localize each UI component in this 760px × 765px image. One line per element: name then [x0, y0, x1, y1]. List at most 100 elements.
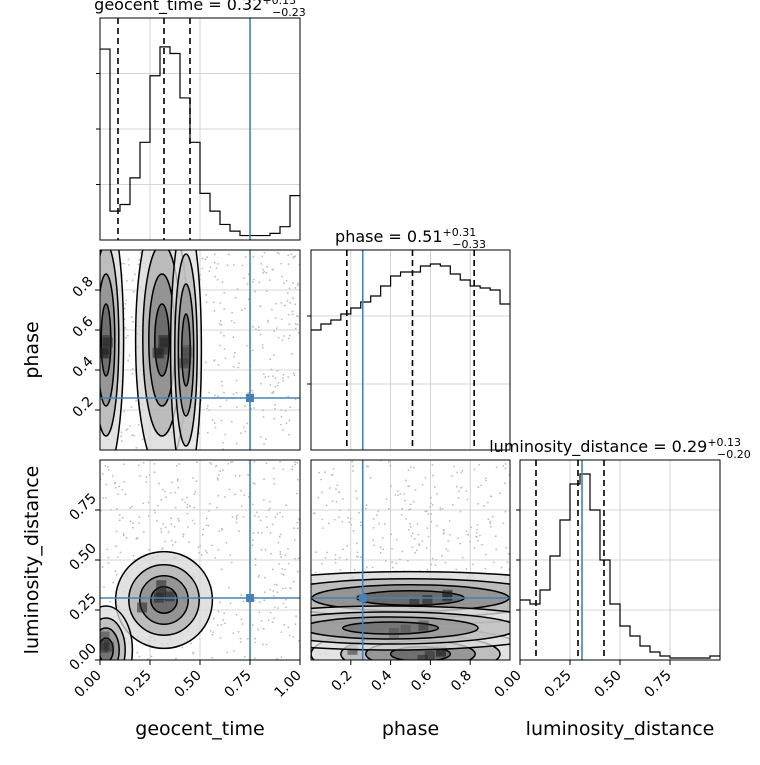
- sample-point: [182, 533, 185, 536]
- sample-point: [395, 538, 398, 541]
- sample-point: [360, 556, 362, 559]
- sample-point: [279, 423, 282, 426]
- sample-point: [391, 547, 393, 550]
- density-peak: [178, 357, 189, 368]
- sample-point: [291, 352, 293, 355]
- sample-point: [243, 494, 246, 497]
- sample-point: [213, 261, 216, 264]
- sample-point: [426, 568, 429, 571]
- sample-point: [409, 523, 411, 525]
- sample-point: [225, 541, 228, 544]
- sample-point: [292, 580, 295, 583]
- sample-point: [503, 482, 506, 485]
- sample-point: [240, 432, 242, 434]
- tick-label-y: 0.75: [66, 490, 99, 523]
- density-peak: [422, 595, 433, 606]
- sample-point: [272, 268, 274, 271]
- sample-point: [408, 485, 410, 488]
- sample-point: [228, 488, 231, 491]
- sample-point: [287, 626, 290, 629]
- sample-point: [410, 535, 413, 537]
- sample-point: [223, 308, 226, 311]
- sample-point: [339, 569, 342, 571]
- sample-point: [105, 483, 108, 486]
- sample-point: [138, 522, 141, 524]
- sample-point: [106, 548, 109, 551]
- tick-label-x: 0.75: [221, 668, 254, 701]
- sample-point: [271, 392, 273, 395]
- sample-point: [296, 323, 299, 326]
- sample-point: [401, 507, 403, 510]
- sample-point: [269, 611, 272, 614]
- sample-point: [134, 273, 136, 276]
- sample-point: [219, 302, 222, 304]
- sample-point: [252, 503, 254, 506]
- sample-point: [217, 395, 220, 398]
- sample-point: [456, 485, 458, 488]
- sample-point: [101, 566, 104, 568]
- sample-point: [251, 349, 254, 352]
- sample-point: [131, 279, 134, 282]
- sample-point: [257, 576, 260, 578]
- sample-point: [235, 379, 238, 382]
- sample-point: [270, 552, 272, 555]
- sample-point: [274, 403, 276, 406]
- title-text: phase = 0.51: [335, 227, 442, 246]
- sample-point: [347, 516, 349, 519]
- sample-point: [238, 474, 241, 477]
- sample-point: [208, 510, 210, 512]
- injection-marker: [246, 394, 254, 402]
- sample-point: [237, 630, 240, 633]
- sample-point: [223, 612, 226, 615]
- sample-point: [426, 527, 429, 529]
- sample-point: [453, 465, 456, 468]
- sample-point: [367, 465, 369, 468]
- sample-point: [137, 263, 140, 266]
- tick-label-x: 0.00: [491, 668, 524, 701]
- sample-point: [286, 292, 289, 294]
- density-peak: [156, 589, 167, 600]
- sample-point: [254, 657, 256, 659]
- density-peak: [100, 642, 109, 653]
- sample-point: [237, 366, 240, 369]
- sample-point: [141, 438, 144, 441]
- sample-point: [274, 516, 277, 519]
- sample-point: [257, 531, 260, 534]
- sample-point: [233, 321, 236, 324]
- injection-marker: [246, 594, 254, 602]
- sample-point: [444, 561, 447, 564]
- sample-point: [390, 485, 392, 487]
- sample-point: [287, 337, 290, 340]
- sample-point: [123, 307, 126, 310]
- sample-point: [241, 623, 244, 625]
- sample-point: [296, 315, 298, 317]
- sample-point: [285, 422, 288, 424]
- sample-point: [272, 467, 275, 470]
- sample-point: [284, 304, 286, 307]
- sample-point: [272, 390, 275, 393]
- sample-point: [222, 619, 225, 621]
- sample-point: [345, 558, 348, 561]
- sample-point: [291, 468, 293, 471]
- sample-point: [342, 548, 344, 551]
- sample-point: [225, 399, 228, 401]
- sample-point: [164, 526, 167, 529]
- sample-point: [196, 461, 198, 464]
- sample-point: [271, 621, 274, 624]
- sample-point: [274, 583, 276, 586]
- sample-point: [252, 482, 255, 484]
- sample-point: [495, 548, 498, 551]
- sample-point: [273, 330, 276, 332]
- sample-point: [377, 510, 380, 513]
- sample-point: [206, 551, 208, 554]
- tick-label-x: 1.00: [271, 668, 304, 701]
- sample-point: [430, 520, 433, 523]
- sample-point: [283, 623, 286, 626]
- density-peak: [389, 627, 400, 638]
- sample-point: [211, 633, 214, 636]
- sample-point: [330, 474, 333, 477]
- sample-point: [224, 357, 227, 360]
- sample-point: [260, 620, 263, 622]
- sample-point: [333, 518, 336, 521]
- sample-point: [186, 496, 188, 499]
